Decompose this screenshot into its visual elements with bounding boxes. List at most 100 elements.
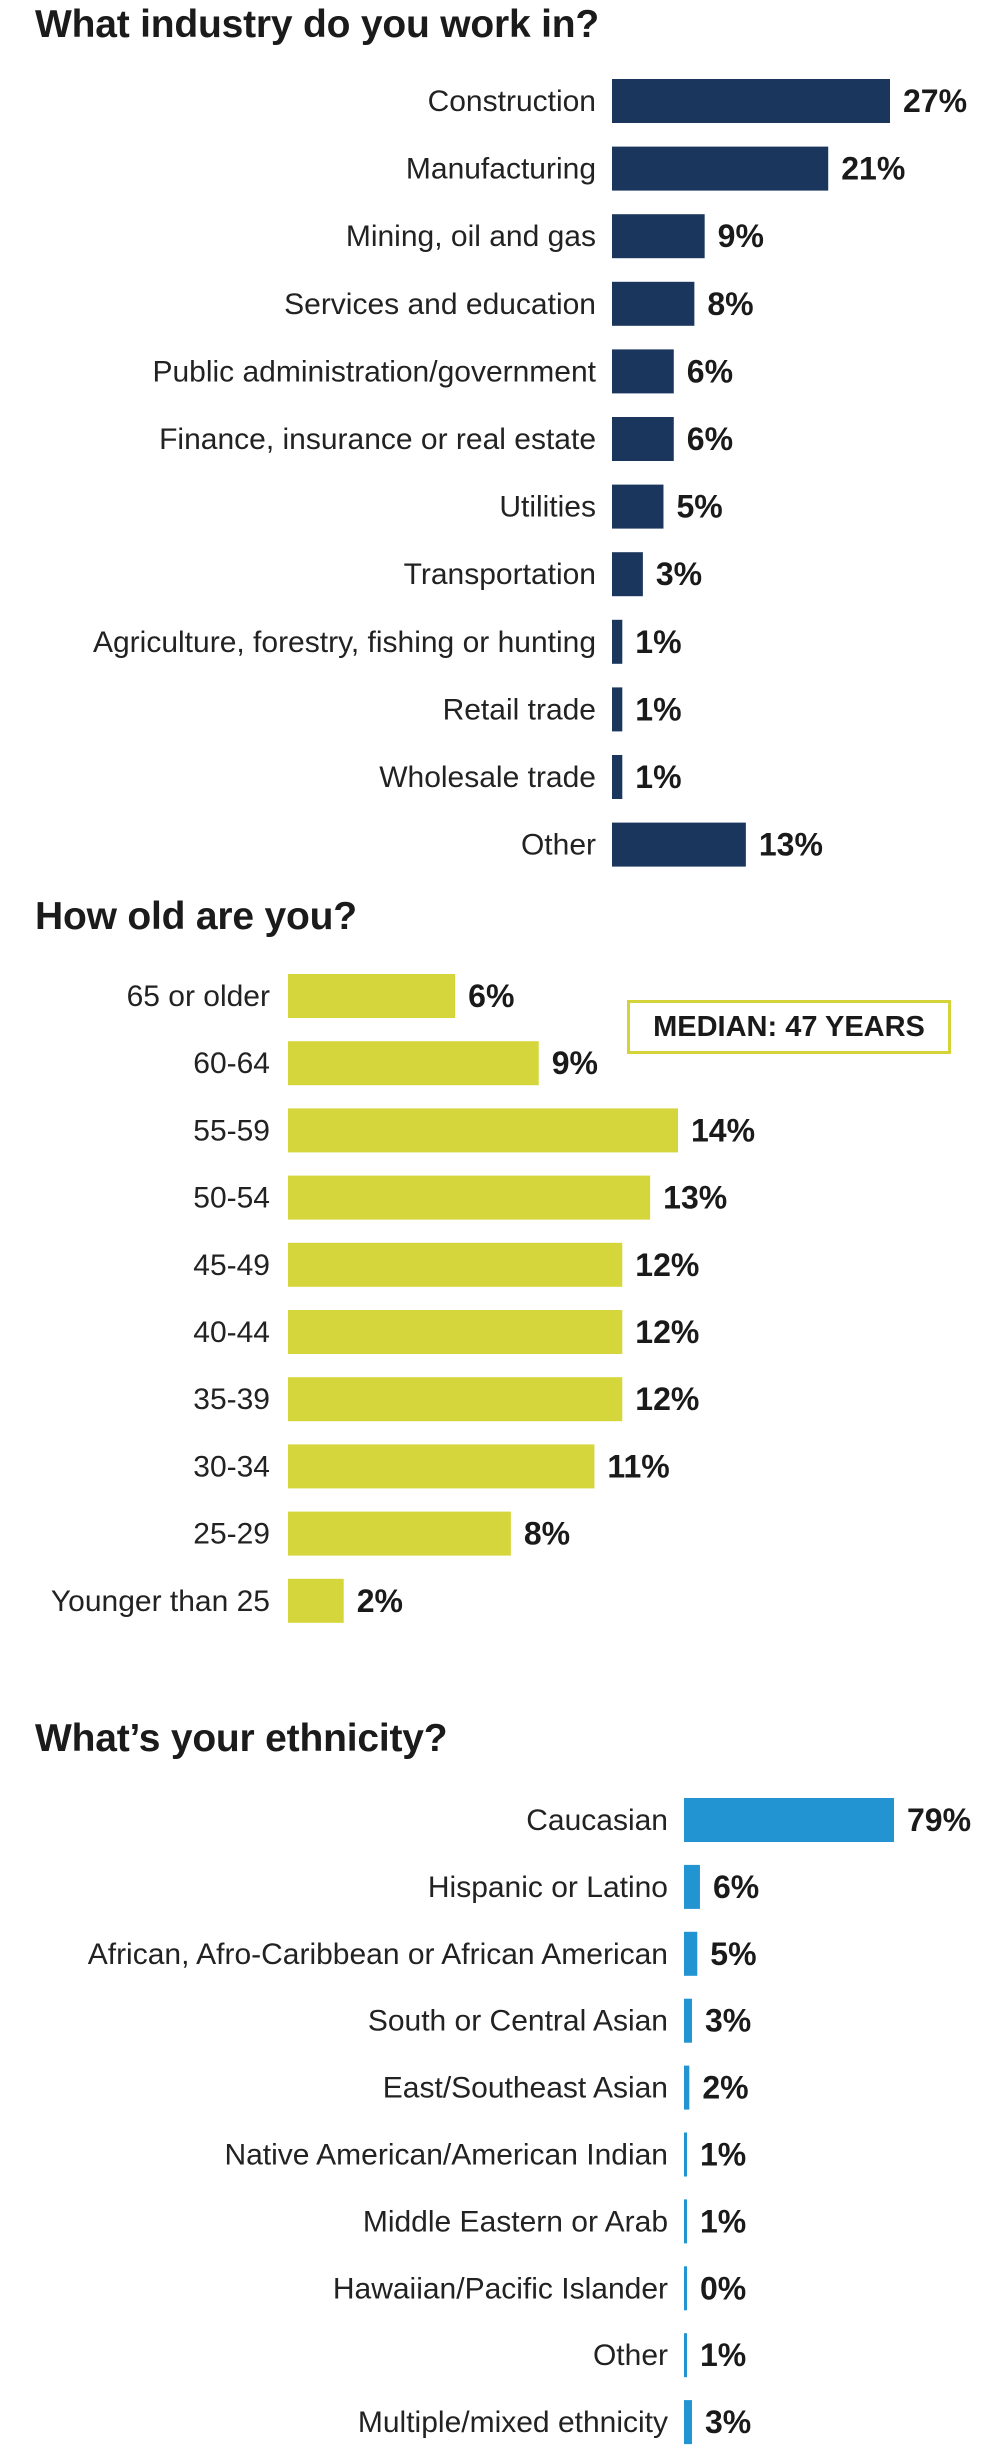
ethnicity-value-label: 0% bbox=[700, 2270, 746, 2306]
industry-category-label: Agriculture, forestry, fishing or huntin… bbox=[93, 626, 596, 659]
age-value-label: 9% bbox=[552, 1045, 598, 1081]
industry-value-label: 6% bbox=[687, 421, 733, 457]
industry-bar bbox=[612, 79, 890, 123]
industry-bar bbox=[612, 281, 695, 326]
age-bar bbox=[288, 1511, 511, 1556]
age-bar bbox=[288, 1108, 678, 1153]
ethnicity-bar bbox=[684, 1931, 698, 1976]
ethnicity-value-label: 79% bbox=[907, 1802, 971, 1838]
age-category-label: 55-59 bbox=[193, 1114, 270, 1147]
ethnicity-category-label: African, Afro-Caribbean or African Ameri… bbox=[88, 1938, 668, 1971]
age-bar bbox=[288, 1377, 623, 1422]
ethnicity-category-label: Multiple/mixed ethnicity bbox=[358, 2406, 668, 2439]
ethnicity-value-label: 3% bbox=[705, 2003, 751, 2039]
age-chart: 65 or older 6% 60-64 9% 55-59 14% 50-54 13% 45-4… bbox=[51, 974, 755, 1623]
age-value-label: 6% bbox=[468, 978, 514, 1014]
ethnicity-value-label: 1% bbox=[700, 2203, 746, 2239]
ethnicity-chart-title: What’s your ethnicity? bbox=[35, 1717, 448, 1760]
age-category-label: 25-29 bbox=[193, 1518, 270, 1551]
age-category-label: Younger than 25 bbox=[51, 1585, 270, 1618]
industry-category-label: Services and education bbox=[284, 288, 596, 321]
age-bar bbox=[288, 974, 456, 1018]
age-bar bbox=[288, 1242, 623, 1287]
ethnicity-bar bbox=[684, 2199, 687, 2244]
industry-category-label: Transportation bbox=[404, 558, 596, 591]
ethnicity-category-label: Middle Eastern or Arab bbox=[363, 2205, 668, 2238]
industry-value-label: 27% bbox=[903, 83, 967, 119]
ethnicity-value-label: 1% bbox=[700, 2137, 746, 2173]
industry-bar bbox=[612, 822, 746, 867]
ethnicity-value-label: 5% bbox=[710, 1936, 756, 1972]
industry-value-label: 9% bbox=[718, 218, 764, 254]
industry-value-label: 3% bbox=[656, 556, 702, 592]
ethnicity-value-label: 3% bbox=[705, 2404, 751, 2440]
industry-bar bbox=[612, 687, 623, 732]
industry-category-label: Public administration/government bbox=[152, 355, 596, 388]
industry-bar bbox=[612, 214, 705, 259]
ethnicity-bar bbox=[684, 1798, 894, 1842]
ethnicity-bar bbox=[684, 2132, 687, 2177]
industry-chart: Construction 27% Manufacturing 21% Mining, o… bbox=[93, 79, 967, 867]
industry-bar bbox=[612, 146, 829, 191]
ethnicity-bar bbox=[684, 1998, 692, 2043]
ethnicity-bar bbox=[684, 2333, 687, 2378]
ethnicity-bar bbox=[684, 2266, 687, 2311]
age-bar bbox=[288, 1444, 595, 1489]
ethnicity-category-label: Caucasian bbox=[526, 1804, 668, 1837]
industry-category-label: Wholesale trade bbox=[379, 761, 596, 794]
median-age-annotation: MEDIAN: 47 YEARS bbox=[627, 1000, 951, 1054]
industry-category-label: Utilities bbox=[499, 491, 596, 524]
age-value-label: 2% bbox=[357, 1583, 403, 1619]
ethnicity-bar bbox=[684, 1864, 700, 1909]
age-category-label: 45-49 bbox=[193, 1249, 270, 1282]
age-value-label: 11% bbox=[607, 1448, 669, 1484]
age-value-label: 14% bbox=[691, 1112, 755, 1148]
industry-bar bbox=[612, 619, 623, 664]
age-category-label: 35-39 bbox=[193, 1383, 270, 1416]
industry-category-label: Manufacturing bbox=[406, 153, 596, 186]
industry-category-label: Mining, oil and gas bbox=[346, 220, 596, 253]
age-bar bbox=[288, 1578, 344, 1623]
industry-bar bbox=[612, 755, 623, 799]
ethnicity-value-label: 1% bbox=[700, 2337, 746, 2373]
industry-bar bbox=[612, 484, 664, 529]
industry-value-label: 21% bbox=[841, 151, 905, 187]
industry-category-label: Retail trade bbox=[443, 693, 596, 726]
ethnicity-category-label: Other bbox=[593, 2339, 668, 2372]
ethnicity-category-label: East/Southeast Asian bbox=[383, 2072, 668, 2105]
ethnicity-value-label: 2% bbox=[702, 2070, 748, 2106]
age-category-label: 50-54 bbox=[193, 1182, 270, 1215]
industry-value-label: 6% bbox=[687, 353, 733, 389]
age-category-label: 60-64 bbox=[193, 1047, 270, 1080]
age-category-label: 40-44 bbox=[193, 1316, 270, 1349]
industry-value-label: 1% bbox=[635, 759, 681, 795]
industry-category-label: Finance, insurance or real estate bbox=[159, 423, 596, 456]
age-category-label: 30-34 bbox=[193, 1450, 270, 1483]
ethnicity-category-label: Hispanic or Latino bbox=[428, 1871, 668, 1904]
industry-category-label: Construction bbox=[428, 85, 596, 118]
age-chart-title: How old are you? bbox=[35, 895, 357, 938]
industry-value-label: 5% bbox=[676, 489, 722, 525]
age-value-label: 12% bbox=[635, 1381, 699, 1417]
ethnicity-bar bbox=[684, 2400, 692, 2445]
industry-chart-title: What industry do you work in? bbox=[35, 3, 600, 46]
ethnicity-bar bbox=[684, 2065, 690, 2110]
industry-value-label: 13% bbox=[759, 827, 823, 863]
age-value-label: 12% bbox=[635, 1247, 699, 1283]
industry-bar bbox=[612, 552, 643, 597]
ethnicity-category-label: South or Central Asian bbox=[368, 2005, 668, 2038]
age-bar bbox=[288, 1041, 539, 1086]
age-value-label: 8% bbox=[524, 1516, 570, 1552]
age-value-label: 13% bbox=[663, 1180, 727, 1216]
industry-bar bbox=[612, 417, 674, 461]
age-bar bbox=[288, 1310, 623, 1354]
ethnicity-category-label: Hawaiian/Pacific Islander bbox=[333, 2272, 668, 2305]
ethnicity-category-label: Native American/American Indian bbox=[224, 2139, 668, 2172]
industry-value-label: 8% bbox=[707, 286, 753, 322]
industry-value-label: 1% bbox=[635, 691, 681, 727]
industry-value-label: 1% bbox=[635, 624, 681, 660]
ethnicity-value-label: 6% bbox=[713, 1869, 759, 1905]
industry-category-label: Other bbox=[521, 829, 596, 862]
age-category-label: 65 or older bbox=[127, 980, 270, 1013]
